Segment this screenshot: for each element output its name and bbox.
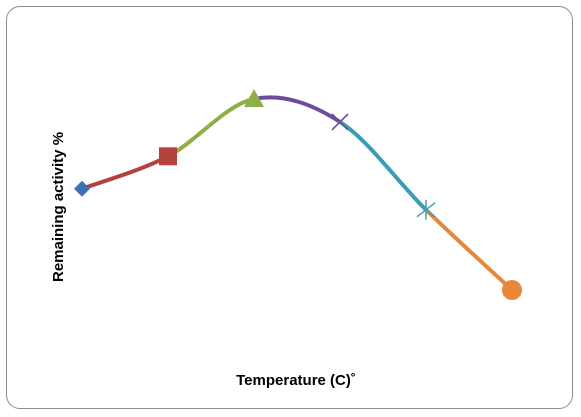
chart-frame <box>6 6 573 409</box>
data-point-1 <box>74 180 90 197</box>
data-point-6 <box>502 280 522 300</box>
data-point-5 <box>416 199 436 220</box>
line-segment-5 <box>424 207 514 292</box>
line-segment-4 <box>338 119 428 212</box>
x-axis-label: Temperature (C)˚ <box>236 372 356 389</box>
y-axis-label: Remaining activity % <box>50 132 67 282</box>
data-point-4 <box>331 113 349 131</box>
line-segment-1 <box>80 154 170 191</box>
line-segment-2 <box>166 97 256 159</box>
line-segment-3 <box>252 95 342 124</box>
data-point-2 <box>159 147 177 166</box>
data-point-3 <box>244 89 264 107</box>
series-layer <box>80 95 514 292</box>
marker-layer <box>74 89 522 300</box>
